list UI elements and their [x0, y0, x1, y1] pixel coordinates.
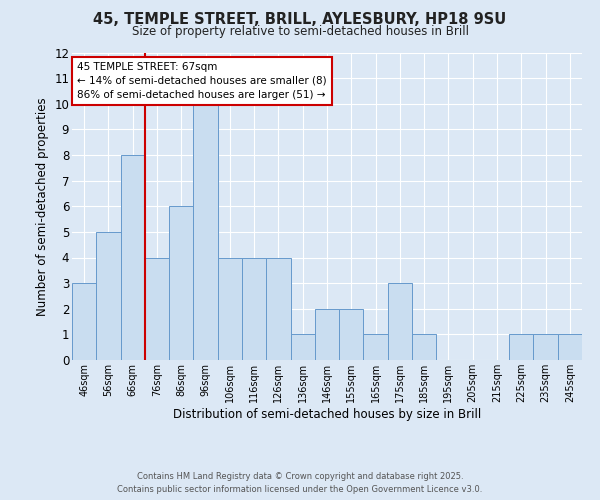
Bar: [558, 334, 582, 360]
Bar: [388, 283, 412, 360]
Bar: [193, 104, 218, 360]
Bar: [72, 283, 96, 360]
Bar: [509, 334, 533, 360]
Bar: [266, 258, 290, 360]
Bar: [533, 334, 558, 360]
Bar: [315, 308, 339, 360]
Bar: [339, 308, 364, 360]
Bar: [145, 258, 169, 360]
Bar: [242, 258, 266, 360]
Bar: [218, 258, 242, 360]
X-axis label: Distribution of semi-detached houses by size in Brill: Distribution of semi-detached houses by …: [173, 408, 481, 421]
Text: Size of property relative to semi-detached houses in Brill: Size of property relative to semi-detach…: [131, 25, 469, 38]
Bar: [412, 334, 436, 360]
Y-axis label: Number of semi-detached properties: Number of semi-detached properties: [35, 97, 49, 316]
Text: 45, TEMPLE STREET, BRILL, AYLESBURY, HP18 9SU: 45, TEMPLE STREET, BRILL, AYLESBURY, HP1…: [94, 12, 506, 28]
Text: Contains HM Land Registry data © Crown copyright and database right 2025.
Contai: Contains HM Land Registry data © Crown c…: [118, 472, 482, 494]
Bar: [96, 232, 121, 360]
Bar: [169, 206, 193, 360]
Bar: [290, 334, 315, 360]
Bar: [121, 155, 145, 360]
Text: 45 TEMPLE STREET: 67sqm
← 14% of semi-detached houses are smaller (8)
86% of sem: 45 TEMPLE STREET: 67sqm ← 14% of semi-de…: [77, 62, 327, 100]
Bar: [364, 334, 388, 360]
